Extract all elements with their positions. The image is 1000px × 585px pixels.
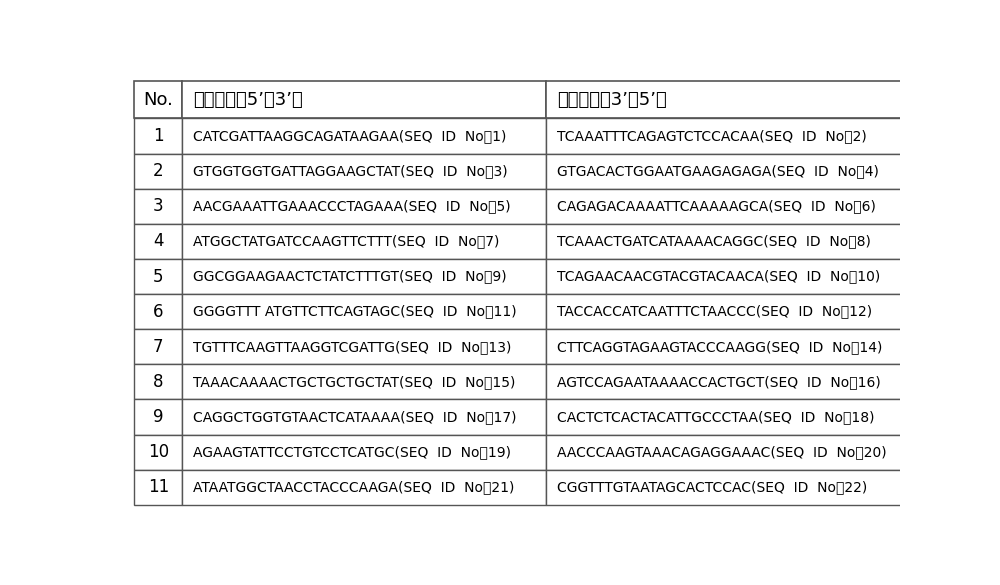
Bar (546, 118, 909, 153)
Bar (546, 329, 909, 364)
Text: TACCACCATCAATTTCTAACCC(SEQ  ID  No：12): TACCACCATCAATTTCTAACCC(SEQ ID No：12) (557, 305, 872, 319)
Text: GTGACACTGGAATGAAGAGAGA(SEQ  ID  No：4): GTGACACTGGAATGAAGAGAGA(SEQ ID No：4) (557, 164, 879, 178)
Bar (546, 435, 909, 470)
Text: AACCCAAGTAAACAGAGGAAAC(SEQ  ID  No：20): AACCCAAGTAAACAGAGGAAAC(SEQ ID No：20) (557, 445, 886, 459)
Text: TCAAACTGATCATAAAACAGGC(SEQ  ID  No：8): TCAAACTGATCATAAAACAGGC(SEQ ID No：8) (557, 235, 871, 249)
Bar (182, 259, 546, 294)
Bar (182, 294, 546, 329)
Text: ATAATGGCTAACCTACCCAAGA(SEQ  ID  No：21): ATAATGGCTAACCTACCCAAGA(SEQ ID No：21) (193, 480, 515, 494)
Bar (546, 364, 909, 400)
Text: GGCGGAAGAACTCTATCTTTGT(SEQ  ID  No：9): GGCGGAAGAACTCTATCTTTGT(SEQ ID No：9) (193, 270, 507, 284)
Text: AGAAGTATTCCTGTCCTCATGC(SEQ  ID  No：19): AGAAGTATTCCTGTCCTCATGC(SEQ ID No：19) (193, 445, 511, 459)
Text: TGTTTCAAGTTAAGGTCGATTG(SEQ  ID  No：13): TGTTTCAAGTTAAGGTCGATTG(SEQ ID No：13) (193, 340, 512, 354)
Bar (134, 329, 182, 364)
Bar (546, 294, 909, 329)
Text: CAGGCTGGTGTAACTCATAAAA(SEQ  ID  No：17): CAGGCTGGTGTAACTCATAAAA(SEQ ID No：17) (193, 410, 517, 424)
Text: 3: 3 (153, 197, 164, 215)
Text: 8: 8 (153, 373, 164, 391)
Bar (182, 118, 546, 153)
Text: 7: 7 (153, 338, 164, 356)
Bar (182, 189, 546, 224)
Text: TCAAATTTCAGAGTCTCCACAA(SEQ  ID  No：2): TCAAATTTCAGAGTCTCCACAA(SEQ ID No：2) (557, 129, 866, 143)
Bar (182, 470, 546, 505)
Text: AGTCCAGAATAAAACCACTGCT(SEQ  ID  No：16): AGTCCAGAATAAAACCACTGCT(SEQ ID No：16) (557, 375, 880, 389)
Bar (134, 189, 182, 224)
Text: GGGGTTT ATGTTCTTCAGTAGC(SEQ  ID  No：11): GGGGTTT ATGTTCTTCAGTAGC(SEQ ID No：11) (193, 305, 517, 319)
Bar (546, 224, 909, 259)
Text: 4: 4 (153, 232, 164, 250)
Bar (134, 470, 182, 505)
Text: CTTCAGGTAGAAGTACCCAAGG(SEQ  ID  No：14): CTTCAGGTAGAAGTACCCAAGG(SEQ ID No：14) (557, 340, 882, 354)
Bar (182, 224, 546, 259)
Bar (182, 435, 546, 470)
Text: 6: 6 (153, 302, 164, 321)
Text: ATGGCTATGATCCAAGTTCTTT(SEQ  ID  No：7): ATGGCTATGATCCAAGTTCTTT(SEQ ID No：7) (193, 235, 500, 249)
Text: TAAACAAAACTGCTGCTGCTAT(SEQ  ID  No：15): TAAACAAAACTGCTGCTGCTAT(SEQ ID No：15) (193, 375, 516, 389)
Bar (182, 81, 546, 118)
Bar (134, 81, 182, 118)
Text: AACGAAATTGAAACCCTAGAAA(SEQ  ID  No：5): AACGAAATTGAAACCCTAGAAA(SEQ ID No：5) (193, 199, 511, 214)
Bar (546, 400, 909, 435)
Bar (134, 400, 182, 435)
Bar (134, 294, 182, 329)
Text: 5: 5 (153, 267, 164, 285)
Bar (546, 189, 909, 224)
Text: CGGTTTGTAATAGCACTCCAC(SEQ  ID  No：22): CGGTTTGTAATAGCACTCCAC(SEQ ID No：22) (557, 480, 867, 494)
Bar (546, 470, 909, 505)
Text: CACTCTCACTACATTGCCCTAA(SEQ  ID  No：18): CACTCTCACTACATTGCCCTAA(SEQ ID No：18) (557, 410, 874, 424)
Text: 2: 2 (153, 162, 164, 180)
Bar (546, 81, 909, 118)
Bar (134, 259, 182, 294)
Bar (182, 153, 546, 189)
Text: 反向引物（3’－5’）: 反向引物（3’－5’） (557, 91, 666, 109)
Text: No.: No. (143, 91, 173, 109)
Bar (134, 153, 182, 189)
Text: 11: 11 (148, 479, 169, 496)
Text: TCAGAACAACGTACGTACAACA(SEQ  ID  No：10): TCAGAACAACGTACGTACAACA(SEQ ID No：10) (557, 270, 880, 284)
Bar (134, 118, 182, 153)
Text: 1: 1 (153, 127, 164, 145)
Bar (134, 435, 182, 470)
Bar (182, 400, 546, 435)
Bar (546, 153, 909, 189)
Bar (182, 329, 546, 364)
Text: 9: 9 (153, 408, 164, 426)
Text: 正向引物（5’－3’）: 正向引物（5’－3’） (193, 91, 303, 109)
Bar (546, 259, 909, 294)
Text: 10: 10 (148, 443, 169, 461)
Text: CAGAGACAAAATTCAAAAAGCA(SEQ  ID  No：6): CAGAGACAAAATTCAAAAAGCA(SEQ ID No：6) (557, 199, 876, 214)
Bar (134, 224, 182, 259)
Text: CATCGATTAAGGCAGATAAGAA(SEQ  ID  No：1): CATCGATTAAGGCAGATAAGAA(SEQ ID No：1) (193, 129, 507, 143)
Text: GTGGTGGTGATTAGGAAGCTAT(SEQ  ID  No：3): GTGGTGGTGATTAGGAAGCTAT(SEQ ID No：3) (193, 164, 508, 178)
Bar (134, 364, 182, 400)
Bar (182, 364, 546, 400)
